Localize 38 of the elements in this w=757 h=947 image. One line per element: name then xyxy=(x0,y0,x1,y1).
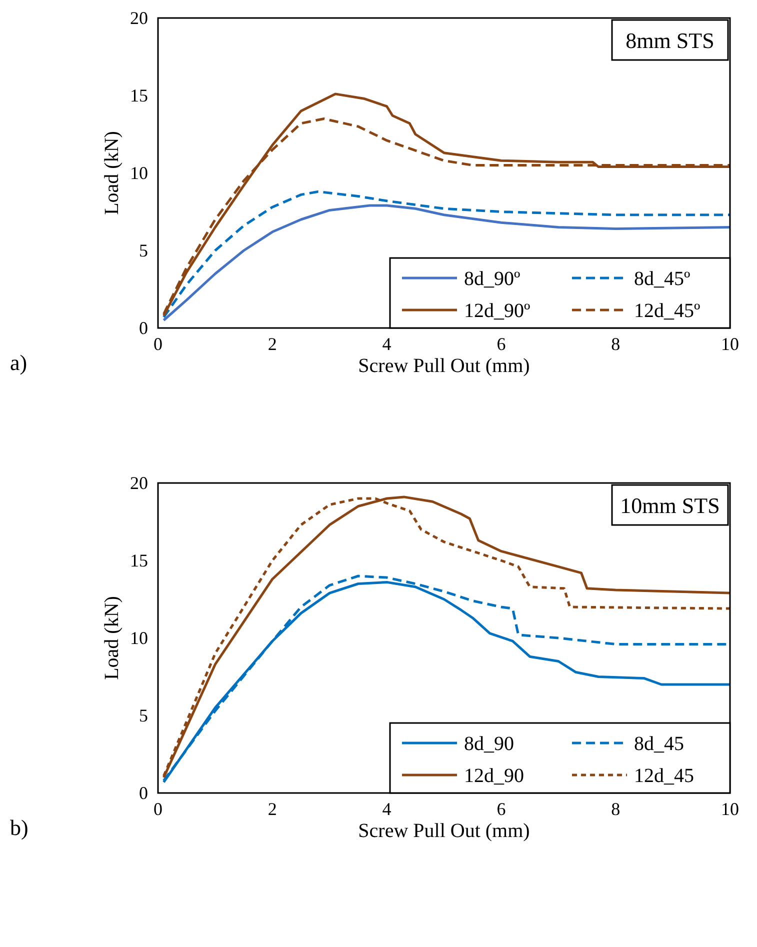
y-tick-label: 0 xyxy=(139,783,148,803)
x-tick-label: 0 xyxy=(154,334,162,354)
y-tick-label: 10 xyxy=(130,163,148,183)
annotation: 10mm STS xyxy=(620,493,720,518)
x-tick-label: 8 xyxy=(611,799,620,819)
text: b) xyxy=(10,815,28,840)
x-tick-label: 0 xyxy=(154,799,162,819)
legend-label: 8d_90 xyxy=(464,733,514,755)
x-axis-title: Screw Pull Out (mm) xyxy=(358,820,530,842)
y-tick-label: 15 xyxy=(130,86,148,106)
y-tick-label: 10 xyxy=(130,628,148,648)
y-tick-label: 20 xyxy=(130,8,148,28)
x-tick-label: 8 xyxy=(611,334,620,354)
annotation: 8mm STS xyxy=(626,28,714,53)
y-axis-title: Load (kN) xyxy=(101,131,123,215)
legend-label: 12d_45º xyxy=(634,300,700,322)
y-tick-label: 20 xyxy=(130,473,148,493)
x-tick-label: 4 xyxy=(382,799,392,819)
y-tick-label: 5 xyxy=(139,240,148,260)
y-tick-label: 0 xyxy=(139,318,148,338)
x-tick-label: 2 xyxy=(268,799,277,819)
legend-label: 8d_45º xyxy=(634,268,690,290)
x-tick-label: 10 xyxy=(721,799,739,819)
legend-label: 12d_90 xyxy=(464,765,524,787)
x-tick-label: 10 xyxy=(721,334,739,354)
legend-label: 8d_90º xyxy=(464,268,520,290)
text: a) xyxy=(10,350,28,375)
x-tick-label: 4 xyxy=(382,334,392,354)
x-tick-label: 6 xyxy=(496,334,506,354)
y-tick-label: 5 xyxy=(139,706,148,726)
y-tick-label: 15 xyxy=(130,550,148,570)
legend-label: 8d_45 xyxy=(634,733,684,755)
x-tick-label: 2 xyxy=(268,334,277,354)
legend-label: 12d_45 xyxy=(634,765,694,787)
x-tick-label: 6 xyxy=(496,799,506,819)
legend-label: 12d_90º xyxy=(464,300,530,322)
x-axis-title: Screw Pull Out (mm) xyxy=(358,355,530,377)
y-axis-title: Load (kN) xyxy=(101,596,123,680)
